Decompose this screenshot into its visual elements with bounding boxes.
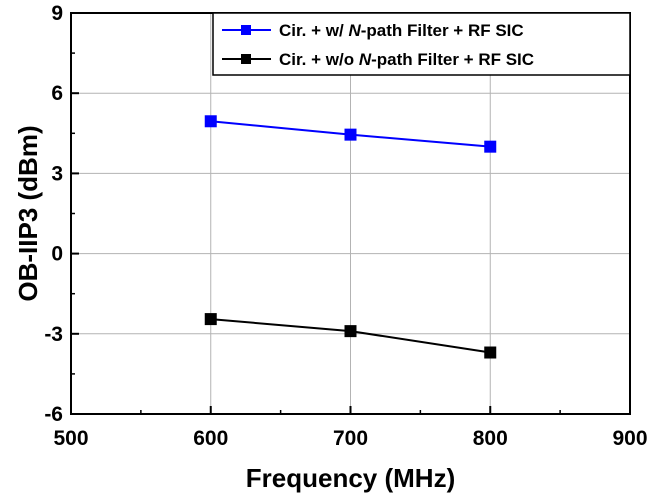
x-tick-label: 600	[193, 427, 228, 450]
legend-label: Cir. + w/o N-path Filter + RF SIC	[279, 50, 534, 69]
y-tick-label: -3	[44, 323, 63, 346]
y-tick-label: 3	[51, 162, 63, 185]
y-tick-label: -6	[44, 403, 63, 426]
x-tick-label: 500	[53, 427, 88, 450]
x-tick-label: 700	[333, 427, 368, 450]
legend: Cir. + w/ N-path Filter + RF SIC Cir. + w…	[212, 12, 631, 76]
series-1-point	[484, 140, 497, 153]
y-tick-label: 9	[51, 2, 63, 25]
legend-label: Cir. + w/ N-path Filter + RF SIC	[279, 21, 524, 40]
series-2-point	[204, 313, 217, 326]
legend-box	[212, 12, 631, 76]
series-2-point	[344, 325, 357, 338]
axis-ticks: 500 600 700 800 900 -6 -3 0 3 6 9	[44, 2, 647, 450]
legend-swatch-marker	[241, 25, 251, 35]
x-tick-label: 900	[612, 427, 647, 450]
series-layer	[204, 115, 497, 359]
x-axis-title: Frequency (MHz)	[246, 463, 455, 493]
y-tick-label: 0	[51, 243, 63, 266]
legend-swatch-marker	[241, 54, 251, 64]
x-tick-label: 800	[473, 427, 508, 450]
grid-lines	[71, 13, 630, 414]
y-axis-title: OB-IIP3 (dBm)	[13, 125, 43, 301]
series-2-point	[484, 346, 497, 359]
series-1-point	[344, 128, 357, 141]
series-1-point	[204, 115, 217, 128]
y-tick-label: 6	[51, 82, 63, 105]
